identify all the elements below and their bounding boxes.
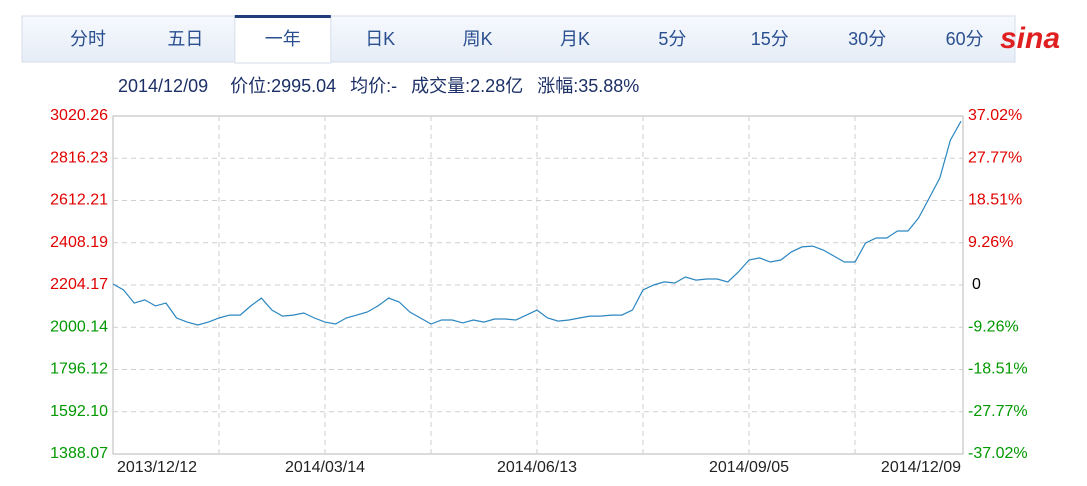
logo: sina [1000, 22, 1060, 55]
tab[interactable]: 一年 [265, 29, 301, 49]
y2-tick-label: 9.26% [968, 234, 1013, 251]
y-tick-label: 2612.21 [50, 192, 108, 209]
price-line [112, 120, 962, 326]
y-tick-label: 3020.26 [50, 107, 108, 124]
info-item: 均价:- [350, 76, 397, 96]
y2-tick-label: 27.77% [968, 149, 1022, 166]
x-tick-label: 2014/06/13 [497, 459, 577, 476]
y-tick-label: 1388.07 [50, 445, 108, 462]
y2-tick-label: -37.02% [968, 445, 1028, 462]
y-tick-label: 2204.17 [50, 276, 108, 293]
tab[interactable]: 分时 [70, 29, 106, 49]
info-item: 涨幅:35.88% [537, 76, 639, 96]
info-item: 价位:2995.04 [230, 76, 336, 96]
y-tick-label: 2408.19 [50, 234, 108, 251]
tab[interactable]: 周K [463, 29, 493, 49]
tab[interactable]: 60分 [946, 29, 984, 49]
x-tick-label: 2014/12/09 [881, 459, 961, 476]
selected-tab[interactable] [234, 15, 332, 64]
tab[interactable]: 五日 [167, 29, 203, 49]
tab[interactable]: 5分 [658, 29, 686, 49]
tab[interactable]: 月K [560, 29, 590, 49]
y-tick-label: 1796.12 [50, 361, 108, 378]
y2-tick-label: 0 [972, 276, 981, 293]
y2-tick-label: -27.77% [968, 403, 1028, 420]
tab[interactable]: 15分 [751, 29, 789, 49]
x-tick-label: 2013/12/12 [117, 459, 197, 476]
y2-tick-label: 37.02% [968, 107, 1022, 124]
x-tick-label: 2014/03/14 [285, 459, 365, 476]
x-tick-label: 2014/09/05 [709, 459, 789, 476]
info-item: 2014/12/09 [118, 76, 208, 96]
y2-tick-label: -18.51% [968, 361, 1028, 378]
tab[interactable]: 30分 [848, 29, 886, 49]
y-tick-label: 2000.14 [50, 318, 108, 335]
y2-tick-label: -9.26% [968, 318, 1019, 335]
selected-tab-bar [234, 15, 331, 18]
y2-tick-label: 18.51% [968, 192, 1022, 209]
info-item: 成交量:2.28亿 [411, 76, 523, 96]
tab-bar [21, 15, 1016, 63]
y-tick-label: 2816.23 [50, 149, 108, 166]
y-tick-label: 1592.10 [50, 403, 108, 420]
tab[interactable]: 日K [365, 29, 395, 49]
